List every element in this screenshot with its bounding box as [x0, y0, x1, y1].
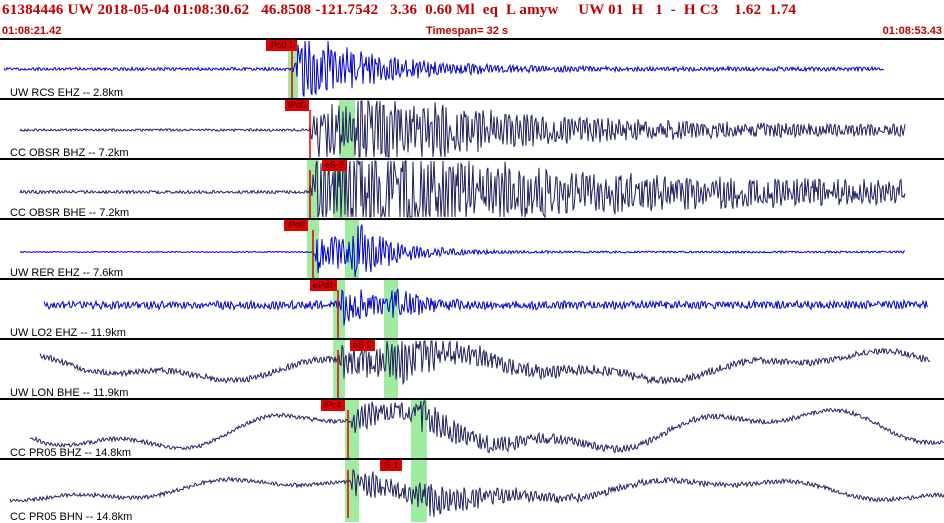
trace-label: CC PR05 BHN -- 14.8km [10, 511, 133, 523]
pick-flag[interactable]: iPd0 [285, 100, 310, 111]
trace-label: CC OBSR BHE -- 7.2km [10, 207, 130, 219]
trace-label: UW RER EHZ -- 7.6km [10, 267, 124, 279]
event-header: 61384446 UW 2018-05-04 01:08:30.62 46.85… [0, 0, 944, 38]
trace-label: UW LO2 EHZ -- 11.9km [10, 327, 126, 339]
pick-flag[interactable]: iPc4 [321, 400, 345, 411]
pick-flag[interactable]: iPc0 1 [266, 40, 298, 51]
waveform-line [9, 469, 944, 517]
trace-panel-rer-ehz[interactable]: iPd0 UW RER EHZ -- 7.6km [0, 220, 944, 280]
waveform-line [19, 160, 906, 218]
waveform-trace [19, 160, 906, 218]
waveform-line [43, 288, 929, 326]
trace-panel-obsr-bhe[interactable]: eS 2 CC OBSR BHE -- 7.2km [0, 160, 944, 220]
waveform-trace [9, 469, 944, 518]
pick-flag[interactable]: eS 2 [350, 340, 375, 351]
waveform-line [3, 40, 885, 97]
waveform-trace [30, 400, 944, 458]
trace-panel-lon-bhe[interactable]: eS 2 UW LON BHE -- 11.9km [0, 340, 944, 400]
waveform-line [39, 340, 931, 386]
pick-flag[interactable]: eS 2 [322, 160, 347, 171]
s-window-band [384, 340, 398, 398]
seismogram-panels: iPc0 1 UW RCS EHZ -- 2.8km iPd0 CC OBSR … [0, 38, 944, 523]
waveform-line [30, 400, 944, 454]
trace-panel-lo2-ehz[interactable]: ePd1 UW LO2 EHZ -- 11.9km [0, 280, 944, 340]
trace-label: CC PR05 BHZ -- 14.8km [10, 447, 132, 459]
trace-label: UW RCS EHZ -- 2.8km [10, 87, 124, 99]
trace-panel-pr05-bhn[interactable]: iS 1 CC PR05 BHN -- 14.8km [0, 460, 944, 523]
timespan-label: Timespan= 32 s [426, 25, 509, 37]
trace-panel-rcs-ehz[interactable]: iPc0 1 UW RCS EHZ -- 2.8km [0, 40, 944, 100]
waveform-trace [39, 340, 931, 398]
p-window-band [288, 40, 298, 98]
trace-label: UW LON BHE -- 11.9km [10, 387, 129, 399]
end-time: 01:08:53.43 [882, 25, 942, 37]
event-summary-line: 61384446 UW 2018-05-04 01:08:30.62 46.85… [2, 2, 797, 18]
pick-flag[interactable]: iS 1 [380, 460, 402, 471]
trace-panel-obsr-bhz[interactable]: iPd0 CC OBSR BHZ -- 7.2km [0, 100, 944, 160]
waveform-line [19, 100, 906, 158]
trace-panel-pr05-bhz[interactable]: iPc4 CC PR05 BHZ -- 14.8km [0, 400, 944, 460]
pick-flag[interactable]: iPd0 [284, 220, 309, 231]
waveform-trace [3, 40, 885, 98]
pick-flag[interactable]: ePd1 [310, 280, 338, 291]
s-window-band [345, 220, 359, 278]
waveform-trace [19, 224, 906, 278]
start-time: 01:08:21.42 [2, 25, 62, 37]
waveform-trace [43, 288, 929, 338]
waveform-line [19, 224, 906, 278]
trace-label: CC OBSR BHZ -- 7.2km [10, 147, 129, 159]
waveform-trace [19, 100, 906, 158]
